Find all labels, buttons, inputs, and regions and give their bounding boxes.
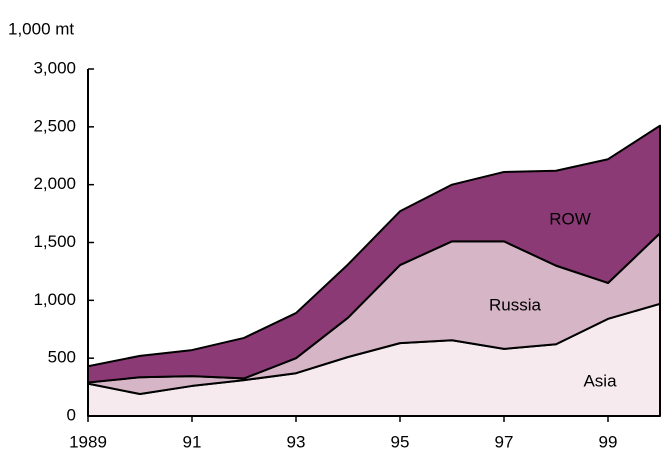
x-tick-label: 93 [287,432,306,451]
x-tick-label: 99 [599,432,618,451]
series-label: ROW [549,209,591,228]
y-tick-label: 3,000 [33,58,76,77]
x-tick-label: 97 [495,432,514,451]
y-tick-label: 0 [67,405,76,424]
area [87,124,661,384]
y-tick-label: 1,000 [33,290,76,309]
series-label: Asia [583,371,617,390]
y-tick-label: 2,000 [33,174,76,193]
x-tick-label: 91 [183,432,202,451]
y-axis-label: 1,000 mt [8,19,74,38]
series-label: Russia [489,295,542,314]
y-tick-label: 1,500 [33,232,76,251]
x-tick-label: 95 [391,432,410,451]
y-tick-label: 500 [48,348,76,367]
x-tick-label: 1989 [69,432,107,451]
y-tick-label: 2,500 [33,116,76,135]
